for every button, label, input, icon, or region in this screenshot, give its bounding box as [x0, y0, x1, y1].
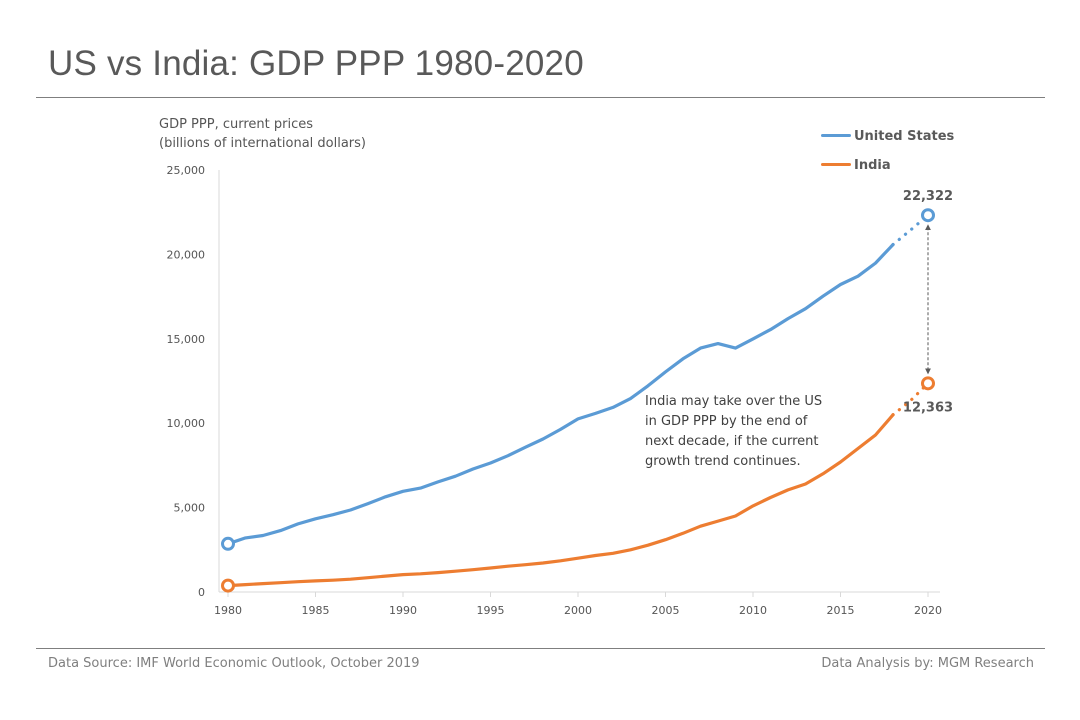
footer-divider-right: [641, 648, 1045, 649]
series-line-india: [226, 413, 895, 588]
x-tick-label: 1990: [389, 604, 417, 617]
start-marker-india: [221, 578, 235, 593]
end-marker-india: [921, 376, 935, 391]
end-value-label-india: 12,363: [903, 400, 953, 415]
analysis-credit: Data Analysis by: MGM Research: [821, 656, 1034, 671]
x-tick-label: 1980: [214, 604, 242, 617]
series-line-us: [226, 243, 895, 546]
legend-label-us: United States: [854, 129, 955, 144]
y-tick-label: 15,000: [167, 333, 206, 346]
end-value-label-us: 22,322: [903, 189, 953, 204]
y-tick-label: 10,000: [167, 417, 206, 430]
series-projection-india: [891, 381, 930, 417]
data-source: Data Source: IMF World Economic Outlook,…: [48, 656, 420, 671]
legend-item-india: India: [821, 158, 891, 173]
chart-annotation: India may take over the US in GDP PPP by…: [645, 394, 823, 469]
x-tick-label: 2000: [564, 604, 592, 617]
legend-swatch-india: [821, 163, 851, 166]
y-tick-label: 25,000: [167, 164, 206, 177]
x-tick-label: 2015: [827, 604, 855, 617]
title-divider: [36, 97, 1045, 98]
y-axis-title-line2: (billions of international dollars): [159, 136, 366, 151]
x-tick-label: 2010: [739, 604, 767, 617]
legend-item-united-states: United States: [821, 129, 954, 144]
x-tick-label: 2020: [914, 604, 942, 617]
x-tick-label: 2005: [652, 604, 680, 617]
y-tick-label: 20,000: [167, 248, 206, 261]
x-tick-label: 1985: [302, 604, 330, 617]
y-axis-title: GDP PPP, current prices (billions of int…: [159, 115, 366, 153]
legend-label-india: India: [854, 158, 891, 173]
start-marker-us: [221, 536, 235, 551]
legend-swatch-us: [821, 134, 851, 137]
y-tick-label: 5,000: [174, 502, 206, 515]
page-title: US vs India: GDP PPP 1980-2020: [48, 44, 584, 83]
series-projection-us: [891, 213, 930, 247]
y-tick-label: 0: [198, 586, 205, 599]
footer-divider-left: [36, 648, 641, 649]
y-axis-title-line1: GDP PPP, current prices: [159, 117, 313, 132]
x-tick-label: 1995: [477, 604, 505, 617]
end-marker-us: [921, 208, 935, 223]
